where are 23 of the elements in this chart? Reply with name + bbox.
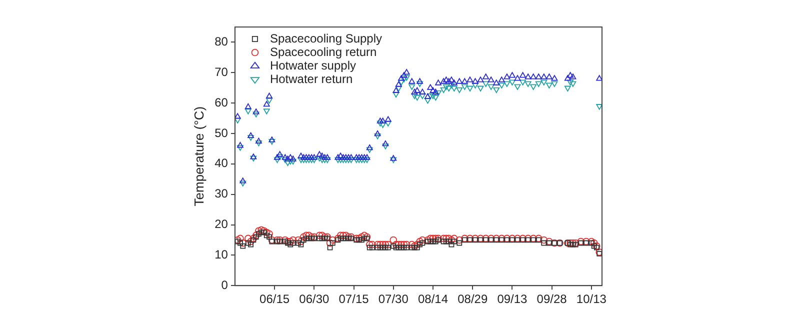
x-tick-label: 07/30 [378, 292, 409, 306]
x-tick-label: 06/30 [299, 292, 330, 306]
y-tick-label: 0 [221, 278, 228, 292]
y-tick-label: 20 [214, 217, 228, 232]
y-tick-label: 50 [214, 126, 228, 140]
legend-label: Hotwater return [270, 72, 353, 86]
y-tick-label: 60 [214, 95, 228, 110]
x-tick-label: 09/28 [536, 292, 568, 306]
x-tick-label: 08/29 [458, 292, 488, 306]
y-axis-title: Temperature (°C) [191, 106, 206, 206]
y-tick-label: 80 [214, 34, 228, 49]
x-tick-label: 07/15 [338, 292, 370, 306]
y-tick-label: 30 [214, 186, 228, 201]
x-tick-label: 08/14 [418, 292, 448, 306]
y-tick-label: 40 [214, 156, 228, 170]
y-tick-label: 70 [214, 64, 228, 79]
x-tick-label: 09/13 [497, 292, 528, 306]
x-tick-label: 06/15 [260, 292, 290, 306]
legend-label: Spacecooling Supply [270, 31, 382, 46]
x-tick-label: 10/13 [576, 292, 607, 306]
legend-label: Spacecooling return [270, 44, 377, 59]
legend-label: Hotwater supply [270, 58, 356, 72]
y-tick-label: 10 [214, 247, 228, 262]
